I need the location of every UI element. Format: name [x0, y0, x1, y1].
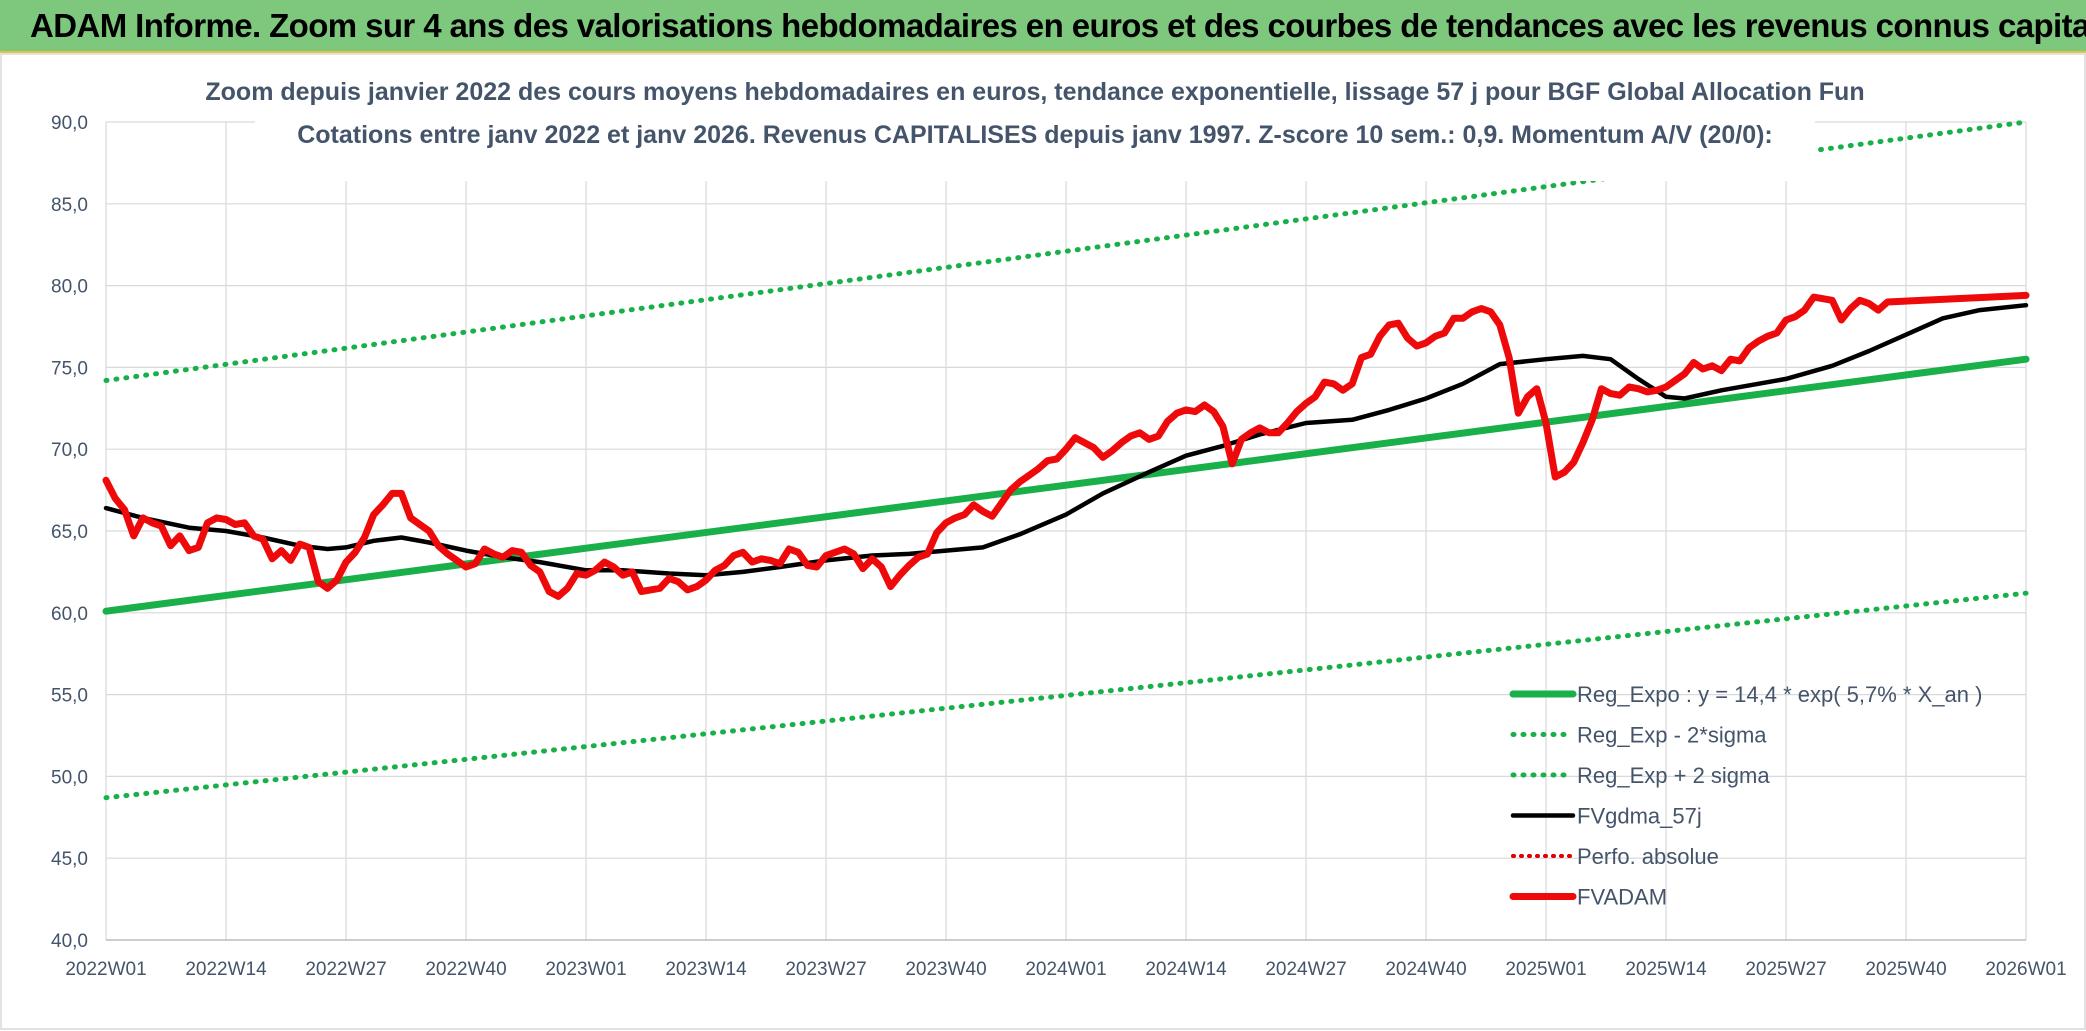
x-tick-label: 2022W14 — [185, 959, 267, 980]
legend-label: Reg_Exp - 2*sigma — [1577, 723, 1767, 748]
chart-area: Zoom depuis janvier 2022 des cours moyen… — [0, 53, 2086, 1030]
x-tick-label: 2024W27 — [1265, 959, 1346, 980]
chart-frame — [0, 53, 2086, 1030]
series-line-reg-exp-2-sigma — [103, 590, 2029, 801]
x-tick-label: 2022W01 — [65, 959, 146, 980]
x-tick-label: 2023W27 — [785, 959, 866, 980]
x-tick-label: 2025W40 — [1865, 959, 1946, 980]
y-tick-label: 55,0 — [51, 686, 88, 707]
x-tick-label: 2023W01 — [545, 959, 626, 980]
x-tick-label: 2022W27 — [305, 959, 386, 980]
x-tick-label: 2026W01 — [1985, 959, 2066, 980]
y-tick-label: 45,0 — [51, 849, 88, 870]
legend-label: Perfo. absolue — [1577, 844, 1719, 869]
series-line-fvgdma-57j — [103, 302, 2029, 578]
series-line-reg-exp-2-sigma — [103, 119, 2029, 383]
y-tick-label: 60,0 — [51, 604, 88, 625]
banner-title: ADAM Informe. Zoom sur 4 ans des valoris… — [30, 7, 2086, 44]
x-tick-label: 2023W40 — [905, 959, 986, 980]
x-tick-label: 2024W40 — [1385, 959, 1466, 980]
title-backdrop — [255, 81, 1815, 181]
series-line-fvadam — [102, 291, 2030, 600]
y-tick-label: 85,0 — [51, 195, 88, 216]
legend-label: Reg_Exp + 2 sigma — [1577, 763, 1770, 788]
y-tick-label: 70,0 — [51, 440, 88, 461]
x-tick-label: 2025W27 — [1745, 959, 1826, 980]
chart-title: Zoom depuis janvier 2022 des cours moyen… — [205, 78, 1864, 106]
series-line-reg-expo-y-14-4-exp-5-7-x-an — [102, 355, 2030, 615]
y-tick-label: 80,0 — [51, 277, 88, 298]
legend: Reg_Expo : y = 14,4 * exp( 5,7% * X_an )… — [1509, 682, 1982, 910]
x-axis: 2022W01 2022W14 2022W27 2022W40 2023W01 2023W… — [65, 959, 2066, 980]
y-tick-label: 90,0 — [51, 113, 88, 134]
x-tick-label: 2023W14 — [665, 959, 747, 980]
x-tick-label: 2025W14 — [1625, 959, 1707, 980]
y-tick-label: 50,0 — [51, 767, 88, 788]
x-tick-label: 2022W40 — [425, 959, 506, 980]
legend-label: Reg_Expo : y = 14,4 * exp( 5,7% * X_an ) — [1577, 682, 1982, 707]
y-tick-label: 40,0 — [51, 931, 88, 952]
top-banner: ADAM Informe. Zoom sur 4 ans des valoris… — [0, 0, 2086, 53]
y-tick-label: 75,0 — [51, 358, 88, 379]
chart-subtitle: Cotations entre janv 2022 et janv 2026. … — [297, 121, 1773, 149]
x-tick-label: 2024W01 — [1025, 959, 1106, 980]
legend-label: FVgdma_57j — [1577, 804, 1702, 829]
y-axis: 90,0 85,0 80,0 75,0 70,0 65,0 60,0 55,0 50,0 45,0… — [51, 113, 88, 952]
x-tick-label: 2025W01 — [1505, 959, 1586, 980]
series-layer — [102, 119, 2030, 801]
x-tick-label: 2024W14 — [1145, 959, 1227, 980]
y-tick-label: 65,0 — [51, 522, 88, 543]
legend-label: FVADAM — [1577, 885, 1667, 910]
